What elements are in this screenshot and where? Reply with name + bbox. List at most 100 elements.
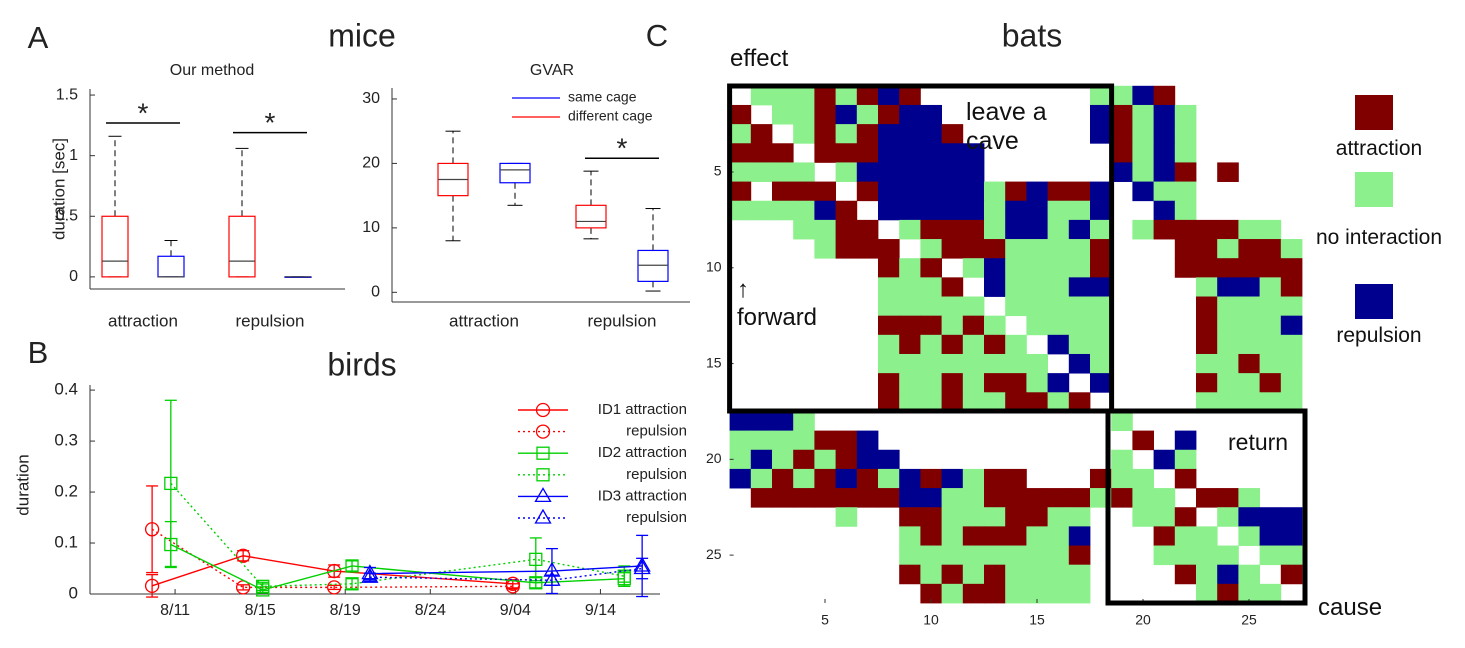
group-title: mice (328, 17, 396, 53)
heatmap-cell (750, 143, 773, 163)
heatmap-cell (1153, 545, 1176, 566)
heatmap-cell (920, 526, 942, 546)
heatmap-cell (1174, 124, 1197, 144)
heatmap-cell (941, 239, 964, 259)
heatmap-cell (1238, 258, 1260, 278)
heatmap-cell (793, 181, 815, 202)
heatmap-cell (1217, 373, 1239, 393)
heatmap-cell (1068, 353, 1091, 374)
heatmap-cell (1259, 353, 1282, 374)
heatmap-cell (941, 162, 964, 182)
heatmap-cell (835, 488, 858, 508)
heatmap-cell (1280, 507, 1303, 527)
heatmap-cell (1026, 353, 1048, 374)
heatmap-cell (1005, 219, 1027, 240)
data-point (505, 579, 520, 594)
box (637, 249, 669, 282)
heatmap-cell (920, 277, 942, 297)
heatmap-cell (962, 334, 985, 355)
heatmap-cell (835, 124, 858, 144)
heatmap-cell (1026, 181, 1048, 202)
heatmap-cell (899, 468, 921, 489)
heatmap-cell (1196, 526, 1218, 546)
heatmap-cell (1026, 564, 1048, 585)
heatmap-cell (1217, 296, 1239, 317)
heatmap-cell (941, 143, 964, 163)
heatmap-cell (1026, 583, 1048, 604)
heatmap-cell (814, 143, 836, 163)
data-point (345, 559, 359, 573)
x-tick-label: 8/24 (415, 602, 446, 619)
heatmap-cell (899, 545, 921, 566)
heatmap-cell (772, 430, 794, 451)
y-tick-label: 0 (69, 268, 78, 285)
significance-star: * (138, 97, 149, 128)
heatmap-cell (1153, 488, 1176, 508)
heatmap-cell (1174, 239, 1197, 259)
heatmap-cell (878, 85, 900, 106)
x-tick-label: 5 (821, 612, 829, 628)
y-tick-label: 5 (714, 163, 722, 179)
heatmap-cell (835, 239, 858, 259)
heatmap-cell (793, 200, 815, 221)
x-tick-label: 15 (1029, 612, 1045, 628)
heatmap-cell (1068, 296, 1091, 317)
heatmap-cell (1111, 124, 1133, 144)
heatmap-cell (1005, 200, 1027, 221)
legend-label: repulsion (626, 509, 687, 526)
heatmap-cell (920, 296, 942, 317)
series-line (369, 565, 643, 575)
heatmap-cell (1217, 315, 1239, 336)
heatmap-cell (1174, 162, 1197, 182)
heatmap-cell (1068, 315, 1091, 336)
heatmap-cell (1090, 315, 1112, 336)
heatmap-cell (1090, 239, 1112, 259)
heatmap-cell (1259, 258, 1282, 278)
x-tick-label: 8/15 (245, 602, 276, 619)
legend-marker (535, 402, 551, 418)
heatmap-cell (962, 315, 985, 336)
heatmap-cell (1026, 488, 1048, 508)
heatmap-cell (1068, 334, 1091, 355)
data-point (144, 522, 160, 537)
box (228, 215, 256, 278)
heatmap-cell (899, 258, 921, 278)
heatmap-cell (1132, 488, 1154, 508)
data-point (327, 563, 342, 579)
heatmap-cell (750, 411, 773, 431)
heatmap-cell (984, 545, 1006, 566)
heatmap-cell (1132, 219, 1154, 240)
heatmap-cell (1153, 507, 1176, 527)
heatmap-cell (793, 411, 815, 431)
heatmap-cell (1174, 545, 1197, 566)
heatmap-cell (899, 507, 921, 527)
heatmap-cell (941, 334, 964, 355)
heatmap-cell (1005, 507, 1027, 527)
heatmap-cell (1005, 526, 1027, 546)
heatmap-cell (920, 258, 942, 278)
heatmap-cell (984, 334, 1006, 355)
heatmap-cell (962, 239, 985, 259)
heatmap-cell (772, 488, 794, 508)
y-axis-label: duration (13, 454, 32, 515)
heatmap-cell (1196, 334, 1218, 355)
y-tick-label: 10 (362, 219, 380, 236)
heatmap-cell (1238, 219, 1260, 240)
heatmap-cell (793, 488, 815, 508)
data-point (144, 578, 160, 593)
heatmap-cell (1111, 488, 1133, 508)
heatmap-cell (1196, 277, 1218, 297)
heatmap-cell (1153, 85, 1176, 106)
heatmap-cell (920, 564, 942, 585)
y-tick-label: 15 (706, 354, 722, 370)
heatmap-cell (1280, 315, 1303, 336)
heatmap-cell (920, 373, 942, 393)
x-tick-label: 9/14 (585, 602, 616, 619)
legend-label: repulsion (1336, 324, 1422, 347)
x-tick-label: 20 (1135, 612, 1151, 628)
y-axis-label: duration [sec] (49, 138, 68, 240)
heatmap-cell (1090, 353, 1112, 374)
heatmap-cell (1196, 219, 1218, 240)
heatmap-cell (772, 181, 794, 202)
heatmap-cell (920, 315, 942, 336)
